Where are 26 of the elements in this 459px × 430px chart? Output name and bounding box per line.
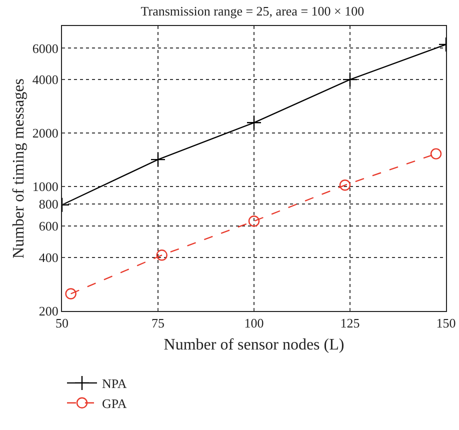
y-tick-label: 2000 (32, 126, 58, 141)
y-tick-label: 800 (38, 196, 58, 212)
legend-label: GPA (102, 396, 128, 411)
y-tick-label: 400 (38, 250, 58, 265)
x-axis-title: Number of sensor nodes (L) (164, 336, 344, 354)
chart-title: Transmission range = 25, area = 100 × 100 (140, 4, 364, 19)
x-tick-label: 125 (340, 316, 360, 331)
point (248, 216, 260, 227)
y-axis-title: Number of timing messages (10, 78, 28, 258)
y-tick-label: 1000 (32, 179, 58, 194)
point (342, 72, 358, 88)
legend-label: NPA (102, 376, 128, 392)
point (339, 180, 351, 191)
y-tick-label: 6000 (32, 40, 58, 56)
x-tick-label: 50 (56, 316, 68, 331)
x-tick-label: 100 (244, 316, 264, 331)
x-tick-label: 75 (152, 316, 164, 331)
y-tick-label: 600 (38, 218, 58, 234)
point (246, 115, 262, 130)
x-tick-label: 150 (436, 316, 456, 331)
point (65, 288, 76, 300)
point (150, 152, 166, 168)
point (156, 250, 168, 261)
y-tick-label: 4000 (32, 72, 58, 88)
y-tick-label: 200 (38, 304, 58, 319)
point (430, 148, 442, 160)
